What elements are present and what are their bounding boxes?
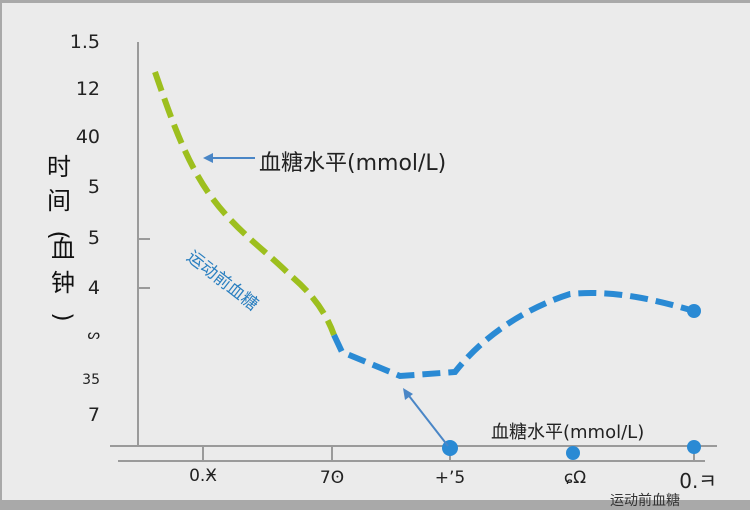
data-point [687, 304, 701, 318]
y-tick: ᔕ [87, 327, 100, 343]
x-tick: ɕΩ [563, 468, 587, 488]
y-axis-label-cont: 血 钟 ) [49, 235, 77, 322]
x-tick: +ʼ5 [434, 468, 466, 488]
y-axis-label: 时 间 ( [45, 153, 73, 240]
series-blood-glucose [331, 289, 695, 380]
y-tick: 5 [87, 176, 100, 198]
arrow-annotation-bottom [405, 391, 449, 447]
y-tick: 5 [87, 227, 100, 249]
data-point [566, 446, 580, 460]
y-tick: 1.5 [69, 31, 100, 53]
annotation-blood-glucose: 血糖水平(mmol/L) [259, 151, 447, 176]
x-tick: 0.ㅋ [679, 469, 717, 493]
annotation-cutoff: 运动前血糖 [610, 493, 680, 509]
annotation-blood-glucose-axis: 血糖水平(mmol/L) [491, 422, 645, 443]
y-tick: 12 [75, 78, 100, 100]
x-tick: 7ʘ [319, 468, 345, 488]
y-tick: 40 [75, 126, 100, 148]
series-pre-exercise [152, 71, 337, 337]
x-tick: 0.Ӿ [189, 466, 217, 486]
chart-canvas [2, 3, 750, 500]
y-tick: 35 [82, 372, 100, 388]
y-tick: 7 [87, 404, 100, 426]
y-tick: 4 [87, 277, 100, 299]
data-point [687, 440, 701, 454]
